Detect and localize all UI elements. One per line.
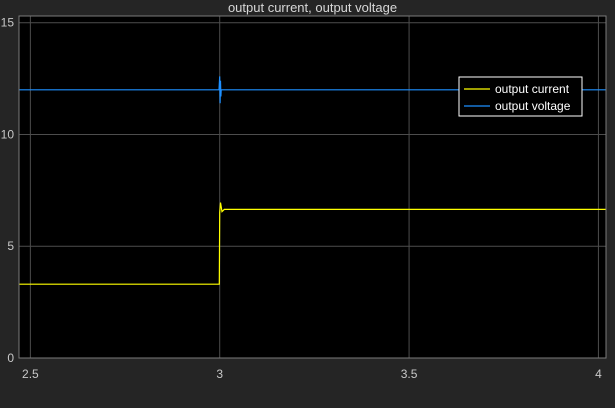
plot-area [19,16,606,358]
legend-box [458,76,583,117]
grid-lines [19,16,606,359]
legend-label-output-voltage: output voltage [495,99,571,113]
series-line-output-voltage [19,76,606,104]
series-layer [19,76,606,285]
x-axis: 2.5 3 3.5 4 [22,367,602,381]
y-tick-label: 0 [7,351,14,365]
x-tick-label: 3 [216,367,223,381]
x-tick-label: 2.5 [22,367,39,381]
x-tick-label: 3.5 [401,367,418,381]
y-axis: 0 5 10 15 [1,16,15,365]
legend[interactable]: output current output voltage [458,76,583,117]
chart-title: output current, output voltage [228,0,397,15]
y-tick-label: 10 [1,127,15,141]
series-line-output-current [19,202,606,285]
y-tick-label: 5 [7,239,14,253]
plot-frame [18,15,607,359]
x-tick-label: 4 [595,367,602,381]
y-tick-label: 15 [1,16,15,30]
legend-label-output-current: output current [495,82,570,96]
